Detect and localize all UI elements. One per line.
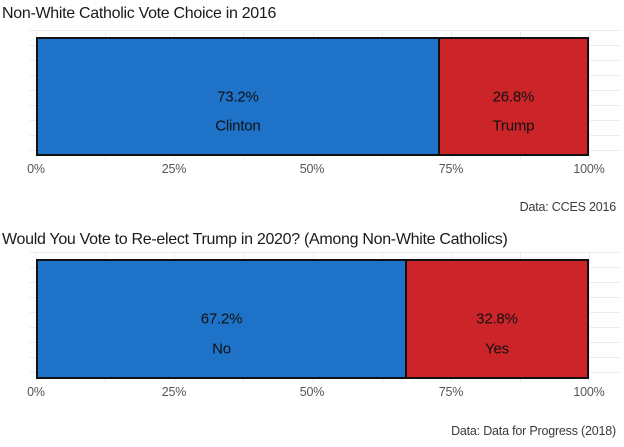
- segment-category-label: Clinton: [215, 117, 261, 135]
- chart-2016-vote-choice: Non-White Catholic Vote Choice in 2016 7…: [2, 5, 620, 214]
- stacked-bar: 67.2% No 32.8% Yes: [36, 259, 589, 379]
- gridline: [589, 252, 590, 383]
- chart-2020-reelect: Would You Vote to Re-elect Trump in 2020…: [0, 225, 624, 447]
- x-tick-label: 75%: [438, 162, 464, 176]
- x-tick-label: 25%: [161, 162, 187, 176]
- segment-category-label: Yes: [485, 340, 509, 358]
- x-tick-label: 75%: [438, 385, 464, 399]
- plot-area: 67.2% No 32.8% Yes: [30, 252, 620, 383]
- x-tick-label: 50%: [299, 162, 325, 176]
- segment-value-label: 67.2%: [200, 310, 243, 328]
- chart-title: Would You Vote to Re-elect Trump in 2020…: [2, 231, 508, 248]
- segment-category-label: Trump: [492, 117, 535, 135]
- bar-segment-trump: 26.8% Trump: [439, 39, 587, 154]
- bar-segment-yes: 32.8% Yes: [406, 261, 587, 377]
- segment-value-label: 26.8%: [492, 88, 535, 105]
- data-source-caption: Data: CCES 2016: [519, 200, 617, 214]
- x-tick-label: 50%: [299, 385, 325, 399]
- segment-value-label: 32.8%: [476, 310, 518, 328]
- segment-value-label: 73.2%: [217, 88, 259, 105]
- x-tick-label: 25%: [161, 385, 187, 399]
- segment-category-label: No: [212, 340, 231, 358]
- x-axis: 0% 25% 50% 75% 100%: [27, 162, 620, 178]
- x-axis: 0% 25% 50% 75% 100%: [27, 385, 620, 401]
- x-tick-label: 0%: [27, 385, 45, 399]
- gridline: [589, 30, 590, 159]
- bar-segment-clinton: 73.2% Clinton: [38, 39, 440, 154]
- x-tick-label: 0%: [27, 162, 45, 176]
- data-source-caption: Data: Data for Progress (2018): [451, 424, 616, 438]
- x-tick-label: 100%: [573, 162, 605, 176]
- chart-title: Non-White Catholic Vote Choice in 2016: [2, 5, 277, 22]
- stacked-bar: 73.2% Clinton 26.8% Trump: [36, 37, 589, 156]
- x-tick-label: 100%: [573, 385, 605, 399]
- bar-segment-no: 67.2% No: [38, 261, 407, 377]
- plot-area: 73.2% Clinton 26.8% Trump: [30, 30, 620, 159]
